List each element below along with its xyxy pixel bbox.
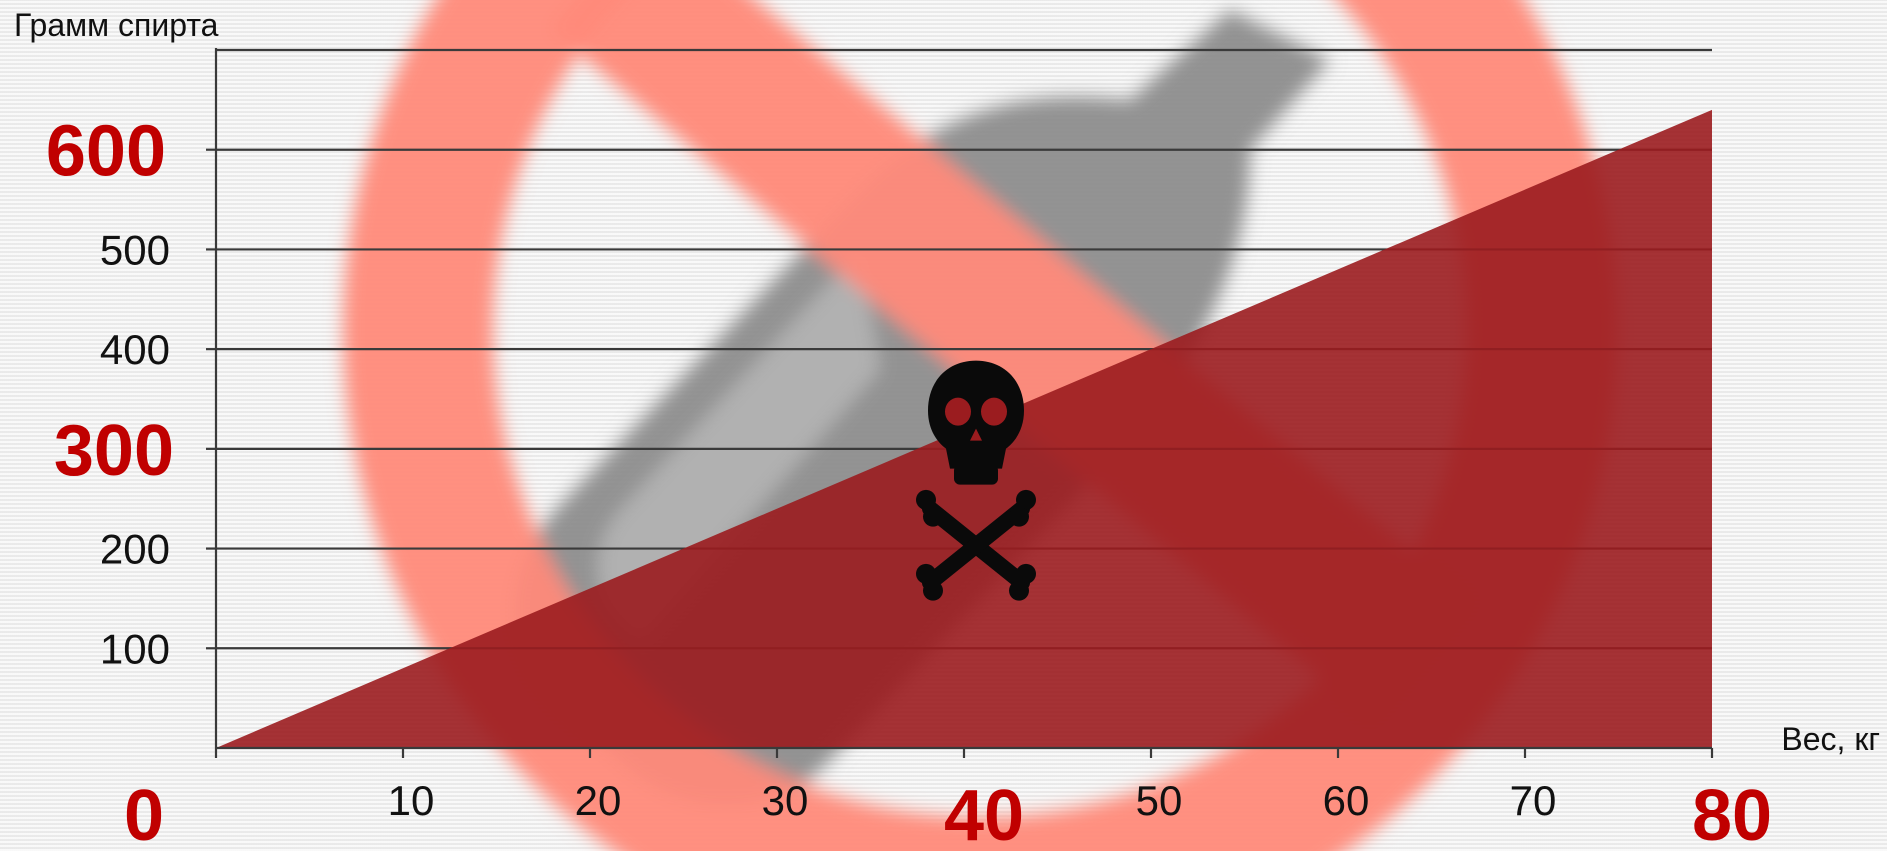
y-axis-tick-labels: 100 200 300 400 500 600	[46, 112, 174, 673]
y-tick-label-200: 200	[100, 526, 170, 573]
x-tick-label-10: 10	[388, 777, 435, 824]
x-tick-label-80: 80	[1692, 776, 1772, 851]
crossbone-b-knob-0b	[1009, 506, 1029, 527]
y-tick-label-100: 100	[100, 625, 170, 672]
x-tick-label-20: 20	[575, 777, 622, 824]
crossbone-b-knob-0a	[1016, 489, 1036, 510]
y-axis-title: Грамм спирта	[14, 7, 219, 43]
y-tick-label-500: 500	[100, 226, 170, 273]
crossbone-a-knob-0b	[923, 506, 943, 527]
axes	[206, 48, 1714, 758]
crossbone-b-knob-1b	[923, 580, 943, 601]
skull-crossbones-icon	[916, 360, 1036, 601]
crossbone-b-knob-1a	[916, 563, 936, 584]
x-tick-label-70: 70	[1510, 777, 1557, 824]
x-axis-tick-labels: 0 10 20 30 40 50 60 70 80	[124, 776, 1772, 851]
crossbone-b	[922, 500, 1030, 591]
skull-eye-left	[945, 397, 971, 426]
y-tick-label-600: 600	[46, 112, 166, 192]
x-tick-label-40: 40	[944, 776, 1024, 851]
skull-jaw	[954, 464, 998, 485]
x-tick-label-50: 50	[1136, 777, 1183, 824]
crossbone-a-knob-1a	[1016, 563, 1036, 584]
crossbone-a-knob-0a	[916, 489, 936, 510]
skull-nose	[970, 428, 982, 441]
crossbone-a-knob-1b	[1009, 580, 1029, 601]
y-tick-label-300: 300	[54, 411, 174, 491]
skull-eye-right	[981, 397, 1007, 426]
x-tick-label-60: 60	[1323, 777, 1370, 824]
x-tick-label-30: 30	[762, 777, 809, 824]
x-axis-title: Вес, кг	[1781, 721, 1880, 757]
bottle-highlight	[597, 250, 880, 640]
skull-shape	[928, 360, 1024, 469]
y-tick-label-400: 400	[100, 326, 170, 373]
x-tick-label-0: 0	[124, 776, 164, 851]
